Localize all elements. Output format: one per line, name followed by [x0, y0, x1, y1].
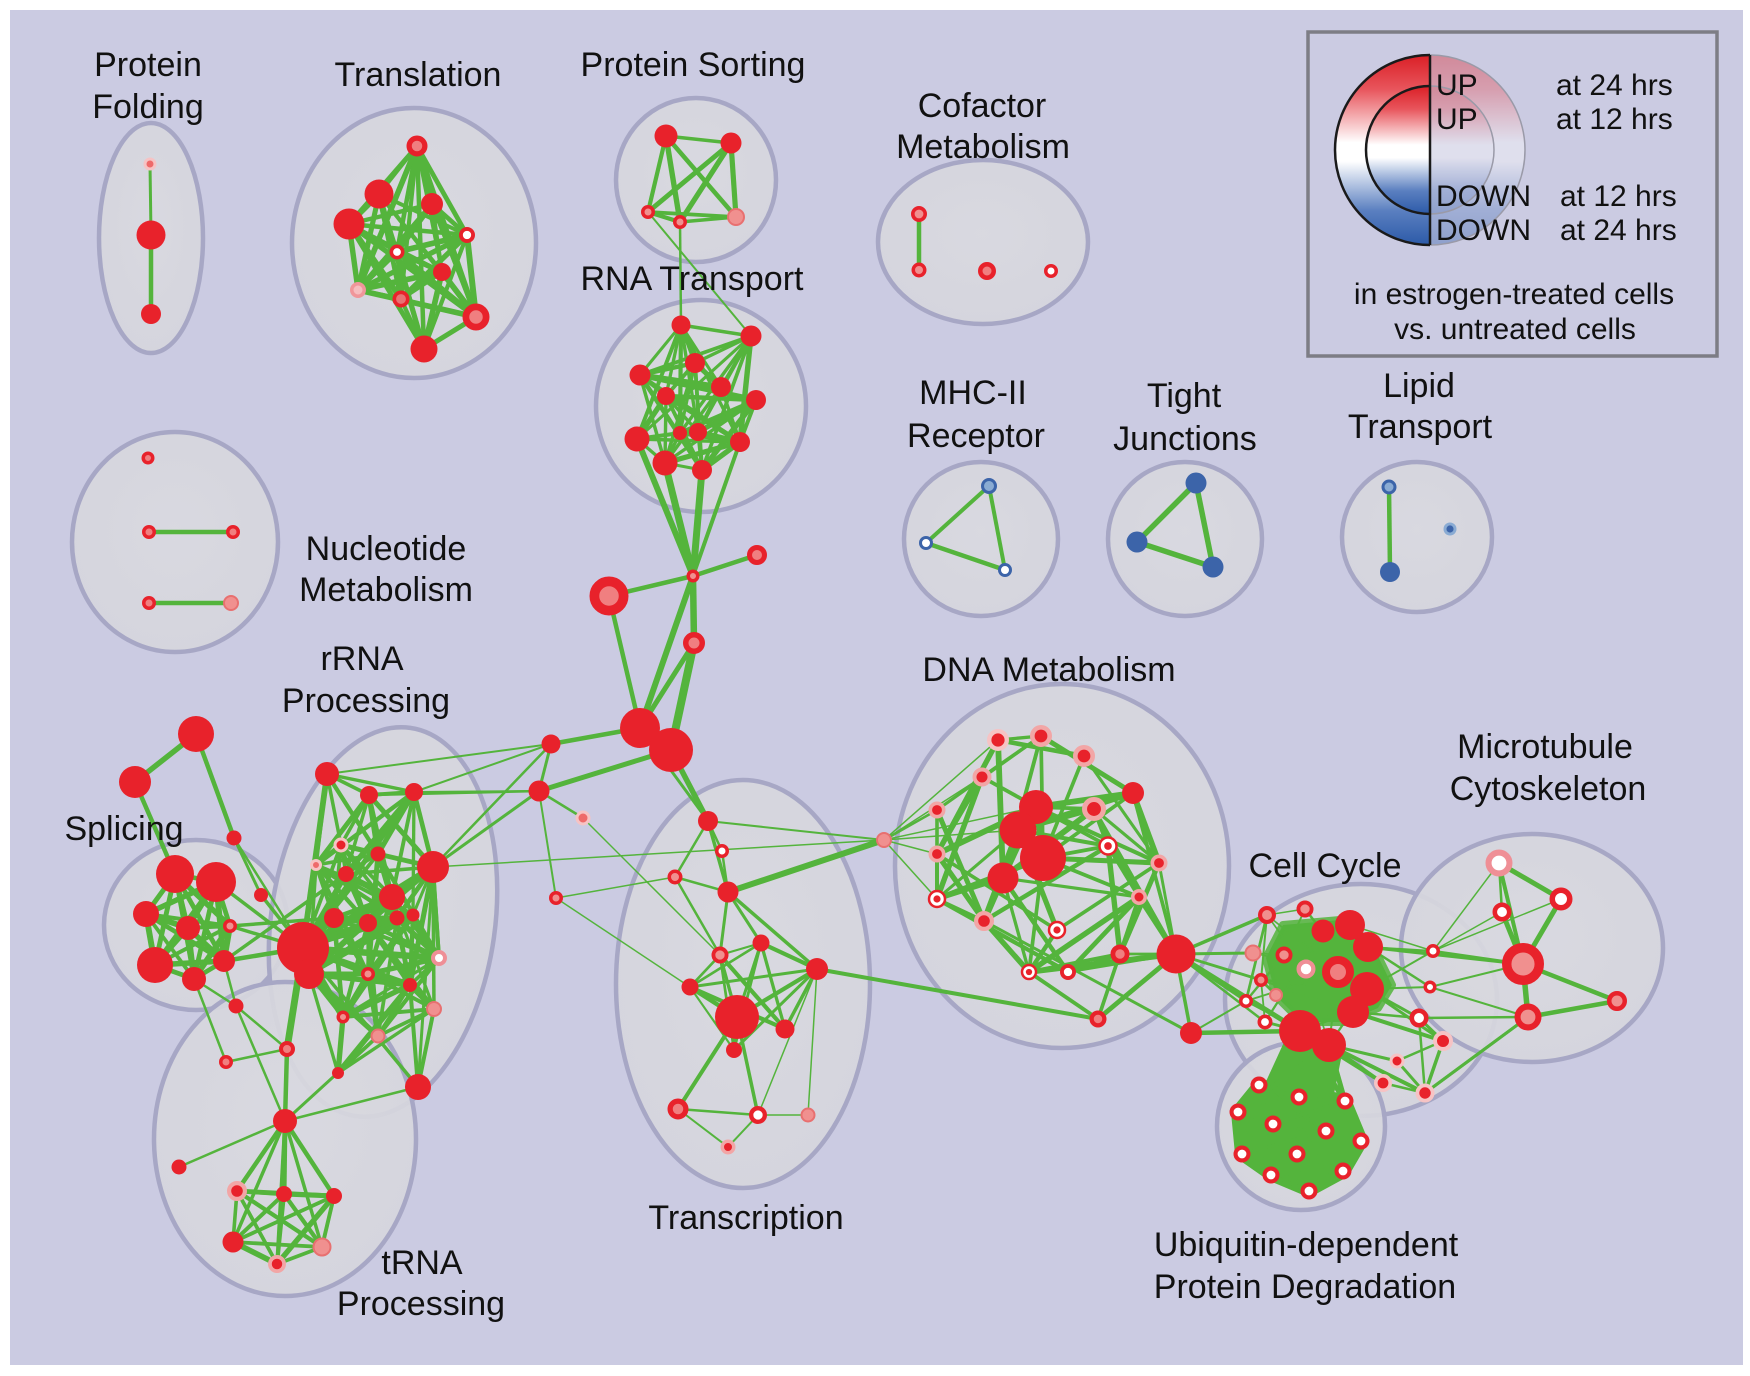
svg-text:Microtubule: Microtubule: [1457, 728, 1633, 766]
svg-text:Nucleotide: Nucleotide: [306, 530, 467, 568]
svg-text:Ubiquitin-dependent: Ubiquitin-dependent: [1154, 1226, 1459, 1264]
svg-text:Transcription: Transcription: [648, 1199, 843, 1237]
svg-text:Receptor: Receptor: [907, 417, 1045, 455]
svg-text:Processing: Processing: [337, 1285, 505, 1323]
svg-text:at 12 hrs: at 12 hrs: [1560, 180, 1677, 213]
svg-text:Splicing: Splicing: [64, 810, 183, 848]
svg-text:Translation: Translation: [335, 56, 502, 94]
svg-text:Metabolism: Metabolism: [299, 571, 473, 609]
svg-text:tRNA: tRNA: [381, 1244, 463, 1282]
svg-text:DNA Metabolism: DNA Metabolism: [922, 651, 1175, 689]
svg-text:at 12 hrs: at 12 hrs: [1556, 103, 1673, 136]
svg-text:Transport: Transport: [1348, 408, 1493, 446]
svg-text:Protein: Protein: [94, 46, 202, 84]
svg-text:Cofactor: Cofactor: [918, 87, 1047, 125]
svg-text:UP: UP: [1436, 69, 1478, 102]
svg-text:Cell Cycle: Cell Cycle: [1248, 847, 1401, 885]
svg-text:Processing: Processing: [282, 682, 450, 720]
svg-text:rRNA: rRNA: [320, 640, 403, 678]
svg-text:Junctions: Junctions: [1113, 420, 1257, 458]
svg-text:Metabolism: Metabolism: [896, 128, 1070, 166]
svg-text:Protein Sorting: Protein Sorting: [581, 46, 806, 84]
svg-text:Protein Degradation: Protein Degradation: [1154, 1268, 1456, 1306]
svg-text:MHC-II: MHC-II: [919, 374, 1027, 412]
svg-text:Lipid: Lipid: [1383, 367, 1455, 405]
svg-text:in estrogen-treated cells: in estrogen-treated cells: [1354, 278, 1674, 311]
svg-text:at 24 hrs: at 24 hrs: [1560, 214, 1677, 247]
svg-text:vs. untreated cells: vs. untreated cells: [1394, 313, 1636, 346]
svg-text:Folding: Folding: [92, 88, 204, 126]
svg-text:at 24 hrs: at 24 hrs: [1556, 69, 1673, 102]
svg-text:Tight: Tight: [1147, 377, 1222, 415]
svg-text:UP: UP: [1436, 103, 1478, 136]
svg-text:RNA Transport: RNA Transport: [581, 260, 805, 298]
svg-text:DOWN: DOWN: [1436, 180, 1531, 213]
svg-text:Cytoskeleton: Cytoskeleton: [1450, 770, 1647, 808]
svg-text:DOWN: DOWN: [1436, 214, 1531, 247]
